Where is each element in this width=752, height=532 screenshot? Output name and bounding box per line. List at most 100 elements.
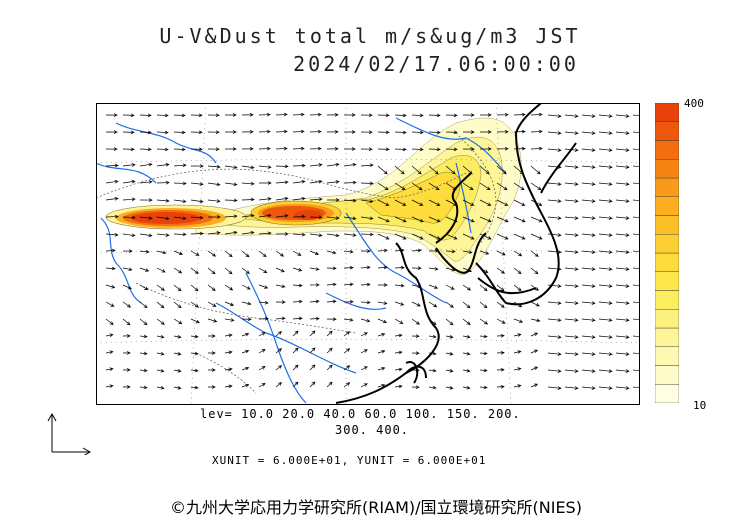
wind-arrow [377, 384, 386, 388]
wind-arrow [445, 352, 454, 356]
wind-arrow [343, 299, 354, 304]
color-scale-step [655, 346, 679, 366]
wind-arrow [224, 182, 238, 187]
wind-arrow [326, 317, 337, 321]
wind-arrow [326, 233, 340, 238]
wind-arrow [122, 318, 131, 326]
contour-levels-line1: lev= 10.0 20.0 40.0 60.0 100. 150. 200. [200, 407, 521, 421]
wind-arrow [445, 267, 456, 272]
wind-arrow [122, 179, 136, 184]
wind-arrow [343, 249, 354, 254]
wind-arrow [513, 146, 526, 151]
wind-arrow [139, 334, 148, 339]
wind-arrow [241, 230, 255, 235]
wind-arrow [275, 284, 286, 289]
wind-arrow [258, 250, 267, 258]
wind-arrow [105, 179, 119, 184]
wind-arrow [275, 196, 289, 201]
wind-arrow [207, 267, 216, 275]
vector-units: XUNIT = 6.000E+01, YUNIT = 6.000E+01 [212, 454, 487, 467]
wind-arrow [513, 216, 526, 223]
wind-arrow [496, 146, 509, 151]
wind-arrow [207, 130, 220, 134]
wind-arrow [326, 347, 333, 354]
wind-arrow [241, 301, 252, 306]
wind-arrow [496, 182, 508, 191]
dust-contour-60 [365, 171, 461, 224]
wind-arrow [581, 182, 596, 186]
wind-arrow [139, 267, 150, 272]
wind-arrow [564, 369, 579, 373]
wind-arrow [479, 267, 489, 273]
wind-arrow [258, 231, 272, 236]
wind-arrow [360, 318, 371, 323]
wind-arrow [343, 147, 356, 151]
wind-arrow [530, 250, 539, 257]
wind-arrow [377, 199, 390, 206]
wind-arrow [530, 383, 539, 388]
wind-arrow [479, 147, 492, 151]
wind-arrow [122, 215, 136, 220]
wind-arrow [547, 250, 562, 254]
wind-arrow [207, 231, 221, 235]
wind-arrow [292, 283, 303, 288]
wind-arrow [309, 347, 316, 354]
wind-arrow [581, 318, 596, 322]
wind-arrow [479, 165, 490, 175]
wind-arrow [105, 266, 116, 271]
wind-arrow [581, 352, 596, 356]
wind-arrow [122, 385, 131, 389]
wind-arrow [394, 265, 405, 270]
wind-arrow [462, 147, 475, 151]
wind-arrow [139, 162, 153, 167]
wind-arrow [360, 232, 374, 237]
wind-arrow [360, 113, 373, 117]
wind-arrow [615, 284, 630, 288]
wind-arrow [139, 130, 152, 135]
wind-arrow [615, 148, 630, 152]
wind-arrow [190, 368, 199, 373]
wind-arrow [309, 112, 322, 117]
wind-arrow [224, 230, 238, 235]
wind-arrow [139, 318, 148, 326]
wind-arrow [224, 147, 237, 151]
wind-arrow [581, 301, 596, 305]
wind-arrow [309, 179, 323, 184]
wind-arrow [190, 334, 199, 339]
wind-arrow [241, 267, 250, 274]
wind-arrow [598, 335, 613, 339]
wind-arrow [190, 147, 203, 152]
wind-arrow [394, 147, 407, 152]
wind-arrow [207, 301, 217, 307]
wind-arrow [105, 130, 118, 134]
wind-arrow [156, 147, 169, 152]
wind-arrow [241, 181, 255, 186]
wind-arrow [292, 214, 306, 219]
wind-arrow [564, 216, 579, 220]
wind-arrow [513, 199, 526, 206]
wind-arrow [309, 283, 320, 287]
wind-arrow [479, 301, 488, 309]
wind-arrow [496, 350, 505, 355]
wind-arrow [496, 199, 509, 206]
wind-arrow [615, 301, 630, 305]
wind-arrow [139, 249, 150, 254]
wind-arrow [292, 196, 306, 201]
wind-arrow [530, 349, 539, 354]
wind-arrow [428, 248, 439, 253]
wind-arrow [496, 318, 506, 324]
wind-arrow [343, 162, 357, 167]
wind-arrow [615, 233, 630, 237]
wind-arrow [105, 384, 114, 388]
wind-arrow [292, 299, 303, 304]
wind-arrow [428, 216, 441, 223]
wind-arrow [615, 335, 630, 339]
wind-arrow [190, 182, 204, 186]
wind-arrow [479, 182, 491, 191]
wind-arrow [598, 199, 613, 203]
wind-arrow [173, 181, 187, 186]
wind-arrow [122, 130, 135, 135]
wind-arrow [615, 165, 630, 169]
wind-arrow [224, 333, 233, 338]
wind-arrow [105, 232, 119, 237]
